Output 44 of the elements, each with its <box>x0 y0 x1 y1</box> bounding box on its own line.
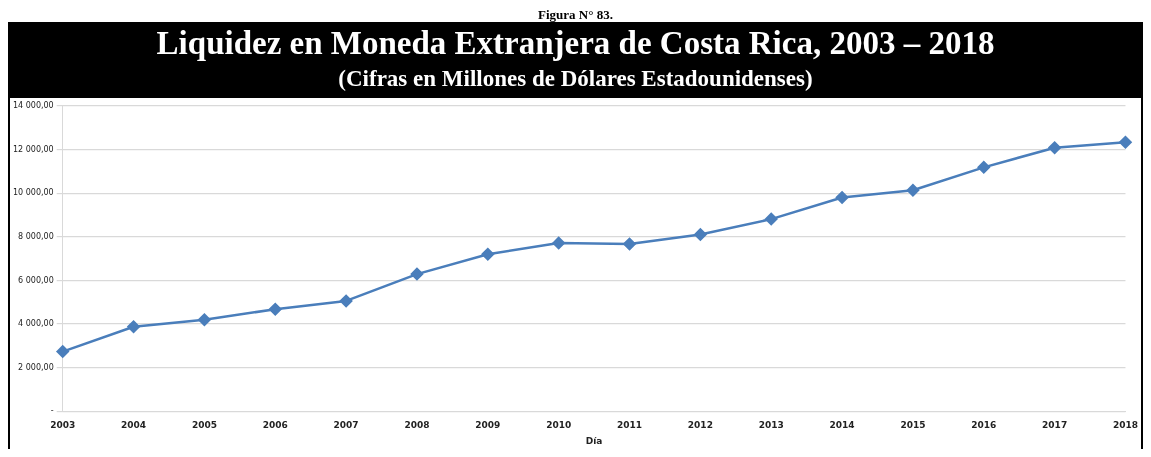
y-tick-label: 2 000,00 <box>18 362 54 372</box>
x-tick-label: 2011 <box>616 420 643 431</box>
point <box>127 320 140 333</box>
x-tick-label: 2008 <box>404 420 430 431</box>
x-tick-label: 2010 <box>546 420 572 431</box>
y-tick-label: 14 000,00 <box>13 100 54 110</box>
point <box>198 313 211 326</box>
point <box>56 345 69 358</box>
point <box>481 247 495 261</box>
x-tick-label: 2016 <box>971 420 997 431</box>
y-tick-label: 8 000,00 <box>18 231 54 241</box>
y-tick-label: 10 000,00 <box>13 188 54 198</box>
point <box>977 161 991 174</box>
y-tick-label: 6 000,00 <box>18 275 54 285</box>
x-tick-label: 2007 <box>333 420 359 431</box>
y-tick-label: - <box>50 406 54 416</box>
point <box>339 294 353 308</box>
text: Figura N° 83. <box>538 7 613 22</box>
x-tick-label: 2015 <box>900 420 926 431</box>
x-tick-label: 2013 <box>758 420 784 431</box>
point <box>269 302 282 316</box>
x-tick-label: 2005 <box>191 420 217 431</box>
x-tick-label: 2012 <box>687 420 713 431</box>
x-tick-label: 2014 <box>829 420 855 431</box>
x-tick-label: 2009 <box>475 420 501 431</box>
point <box>552 236 565 250</box>
point <box>835 191 849 204</box>
chart-title: Liquidez en Moneda Extranjera de Costa Rica, 2003 – 2018 <box>155 24 996 63</box>
x-tick-label: 2018 <box>1112 420 1139 431</box>
y-tick-label: 4 000,00 <box>18 319 54 329</box>
x-tick-label: 2006 <box>262 420 288 431</box>
point <box>694 228 707 241</box>
x-axis-title: Día <box>585 435 603 446</box>
chart-subtitle: (Cifras en Millones de Dólares Estadounidenses) <box>337 65 814 93</box>
point <box>906 184 920 197</box>
point <box>764 212 778 226</box>
x-tick-label: 2004 <box>121 420 147 431</box>
x-tick-label: 2017 <box>1042 420 1068 431</box>
point <box>1048 141 1061 154</box>
point <box>1119 136 1132 149</box>
x-tick-label: 2003 <box>50 420 76 431</box>
point <box>623 237 636 251</box>
y-tick-label: 12 000,00 <box>13 144 54 154</box>
point <box>410 267 424 281</box>
